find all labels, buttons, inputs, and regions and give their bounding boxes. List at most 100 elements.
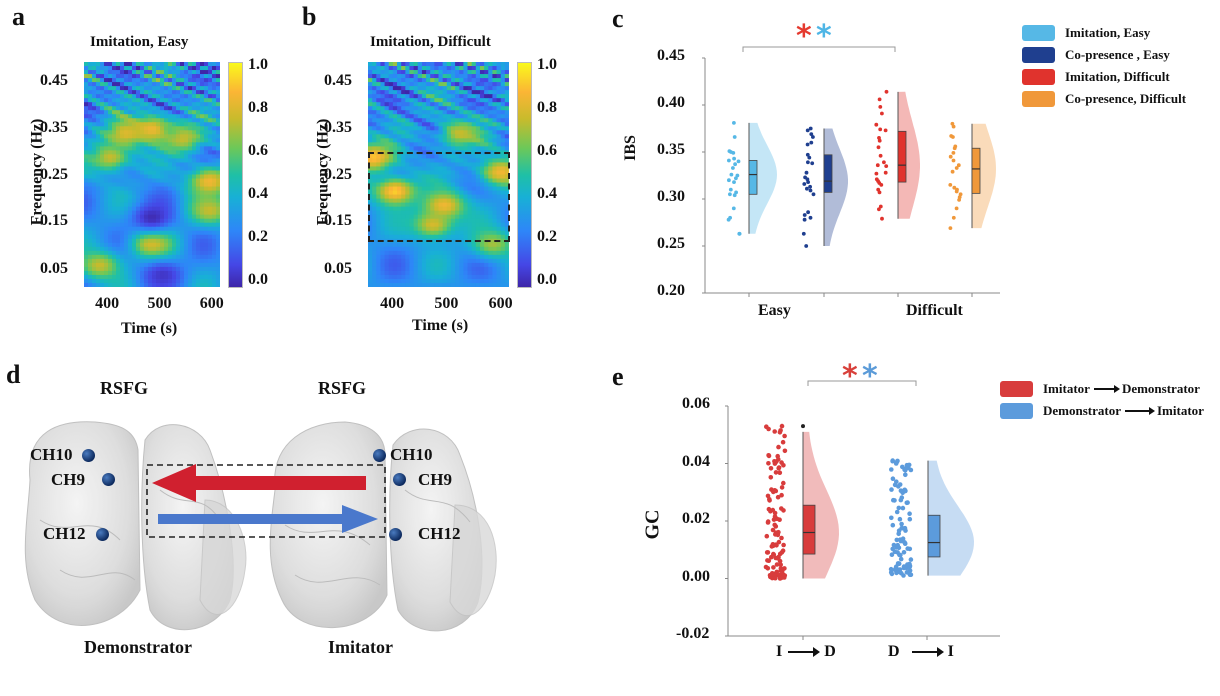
heatmap-cell bbox=[204, 226, 209, 232]
heatmap-cell bbox=[196, 114, 201, 119]
legend-item: Imitation, Easy bbox=[1022, 22, 1186, 44]
heatmap-cell bbox=[108, 130, 113, 135]
heatmap-cell bbox=[120, 62, 125, 67]
heatmap-cell bbox=[380, 94, 386, 99]
heatmap-cell bbox=[132, 98, 137, 103]
panel-a-title: Imitation, Easy bbox=[90, 34, 189, 50]
heatmap-cell bbox=[463, 122, 469, 127]
heatmap-cell bbox=[392, 246, 398, 252]
heatmap-cell bbox=[188, 186, 193, 192]
heatmap-cell bbox=[421, 266, 427, 272]
heatmap-cell bbox=[140, 174, 145, 180]
heatmap-cell bbox=[430, 242, 435, 248]
heatmap-cell bbox=[92, 150, 97, 156]
heatmap-cell bbox=[446, 222, 452, 228]
heatmap-cell bbox=[192, 162, 197, 168]
heatmap-cell bbox=[116, 226, 121, 232]
heatmap-cell bbox=[108, 226, 113, 232]
heatmap-cell bbox=[496, 158, 502, 164]
heatmap-cell bbox=[92, 62, 97, 67]
heatmap-cell bbox=[446, 158, 452, 164]
heatmap-cell bbox=[152, 90, 157, 95]
heatmap-cell bbox=[92, 226, 97, 232]
heatmap-cell bbox=[204, 270, 209, 276]
heatmap-cell bbox=[176, 254, 181, 260]
heatmap-cell bbox=[372, 226, 377, 232]
heatmap-cell bbox=[430, 138, 435, 143]
heatmap-cell bbox=[168, 270, 173, 276]
heatmap-cell bbox=[168, 266, 173, 272]
heatmap-cell bbox=[160, 102, 165, 107]
data-point bbox=[776, 457, 781, 462]
heatmap-cell bbox=[376, 178, 382, 184]
heatmap-cell bbox=[176, 110, 181, 115]
heatmap-cell bbox=[184, 142, 189, 147]
heatmap-cell bbox=[430, 86, 435, 91]
heatmap-cell bbox=[100, 262, 105, 268]
heatmap-cell bbox=[164, 230, 169, 236]
heatmap-cell bbox=[172, 190, 177, 196]
heatmap-cell bbox=[467, 262, 473, 268]
heatmap-cell bbox=[172, 114, 177, 119]
heatmap-cell bbox=[434, 242, 440, 248]
heatmap-cell bbox=[430, 74, 435, 79]
heatmap-cell bbox=[84, 98, 89, 103]
heatmap-cell bbox=[384, 126, 390, 131]
heatmap-cell bbox=[492, 174, 498, 180]
heatmap-cell bbox=[397, 186, 402, 192]
heatmap-cell bbox=[204, 162, 209, 168]
heatmap-cell bbox=[434, 178, 440, 184]
data-point bbox=[765, 493, 771, 499]
heatmap-cell bbox=[417, 254, 423, 260]
heatmap-cell bbox=[144, 102, 149, 107]
heatmap-cell bbox=[372, 74, 377, 79]
heatmap-cell bbox=[108, 66, 113, 71]
heatmap-cell bbox=[434, 130, 440, 135]
heatmap-cell bbox=[108, 170, 113, 176]
heatmap-cell bbox=[450, 234, 456, 240]
heatmap-cell bbox=[176, 90, 181, 95]
heatmap-cell bbox=[92, 126, 97, 131]
heatmap-cell bbox=[446, 138, 452, 143]
data-point bbox=[778, 568, 784, 573]
heatmap-cell bbox=[426, 246, 431, 252]
heatmap-cell bbox=[409, 86, 415, 91]
heatmap-cell bbox=[392, 138, 398, 143]
heatmap-cell bbox=[160, 278, 165, 284]
data-point bbox=[905, 546, 910, 551]
heatmap-cell bbox=[471, 222, 477, 228]
data-point bbox=[765, 566, 771, 571]
heatmap-cell bbox=[144, 182, 149, 188]
heatmap-cell bbox=[492, 254, 498, 260]
data-point bbox=[802, 213, 807, 217]
heatmap-cell bbox=[401, 186, 406, 192]
heatmap-cell bbox=[116, 162, 121, 168]
heatmap-cell bbox=[204, 146, 209, 151]
heatmap-cell bbox=[128, 218, 133, 224]
heatmap-cell bbox=[376, 158, 382, 164]
heatmap-cell bbox=[392, 86, 398, 91]
heatmap-cell bbox=[384, 98, 390, 103]
heatmap-cell bbox=[156, 94, 161, 99]
heatmap-cell bbox=[488, 122, 494, 127]
heatmap-cell bbox=[96, 86, 101, 91]
heatmap-cell bbox=[120, 74, 125, 79]
heatmap-cell bbox=[450, 126, 456, 131]
heatmap-cell bbox=[492, 138, 498, 143]
heatmap-cell bbox=[479, 246, 485, 252]
significance-asterisk-blue: * bbox=[816, 19, 832, 54]
heatmap-cell bbox=[376, 162, 382, 168]
heatmap-cell bbox=[156, 86, 161, 91]
heatmap-cell bbox=[96, 262, 101, 268]
heatmap-cell bbox=[172, 118, 177, 123]
heatmap-cell bbox=[438, 254, 444, 260]
heatmap-cell bbox=[376, 230, 382, 236]
heatmap-cell bbox=[426, 70, 431, 75]
heatmap-cell bbox=[492, 262, 498, 268]
heatmap-cell bbox=[496, 198, 502, 204]
heatmap-cell bbox=[401, 126, 406, 131]
heatmap-cell bbox=[450, 94, 456, 99]
heatmap-cell bbox=[405, 182, 411, 188]
heatmap-cell bbox=[504, 234, 509, 240]
heatmap-cell bbox=[128, 78, 133, 83]
